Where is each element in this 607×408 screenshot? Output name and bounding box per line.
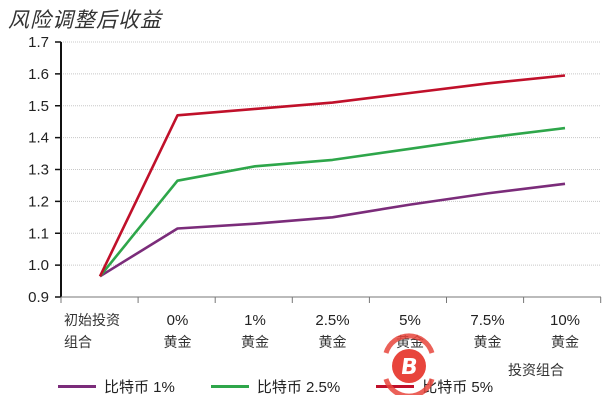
legend-swatch-purple: [58, 385, 96, 388]
x-tick-label: 7.5% 黄金: [470, 312, 505, 351]
x-axis-ticks: [60, 297, 602, 303]
data-series: [98, 74, 566, 278]
chart-legend: 比特币 1% 比特币 2.5% 比特币 5%: [58, 376, 529, 397]
gridlines: [61, 41, 601, 266]
legend-label: 比特币 2.5%: [256, 379, 341, 396]
series-line-1: [98, 126, 566, 278]
legend-item-btc-5[interactable]: 比特币 5%: [376, 376, 493, 397]
y-tick-label: 1.0: [28, 257, 49, 274]
x-tick-label: 初始投资 组合: [64, 313, 120, 351]
legend-label: 比特币 5%: [422, 379, 494, 396]
y-tick-label: 1.3: [28, 162, 49, 179]
y-tick-label: 1.1: [28, 225, 49, 242]
y-tick-label: 1.6: [28, 66, 49, 83]
y-tick-label: 1.4: [28, 130, 49, 147]
svg-text:B: B: [399, 354, 419, 380]
x-tick-label: 2.5% 黄金: [315, 312, 350, 351]
legend-swatch-red: [376, 385, 415, 388]
legend-item-btc-1[interactable]: 比特币 1%: [58, 376, 175, 397]
x-tick-label: 10% 黄金: [549, 312, 581, 351]
y-tick-label: 1.5: [28, 98, 49, 115]
series-line-0: [99, 182, 566, 278]
y-tick-label: 0.9: [28, 289, 49, 306]
x-tick-label: 0% 黄金: [163, 312, 192, 351]
legend-swatch-green: [210, 385, 249, 388]
series-line-2: [98, 74, 566, 277]
chart-title: 风险调整后收益: [8, 8, 162, 32]
bitcoin-logo-icon: B: [383, 333, 435, 395]
y-axis-ticks: 1.7 1.6 1.5 1.4 1.3 1.2 1.1 1.0 0.9: [28, 34, 61, 306]
y-tick-label: 1.2: [28, 193, 49, 210]
y-tick-label: 1.7: [28, 34, 49, 51]
legend-label: 比特币 1%: [104, 379, 175, 396]
x-axis-title: 投资组合: [508, 363, 564, 379]
x-tick-label: 1% 黄金: [241, 312, 269, 351]
legend-item-btc-2-5[interactable]: 比特币 2.5%: [210, 376, 341, 397]
